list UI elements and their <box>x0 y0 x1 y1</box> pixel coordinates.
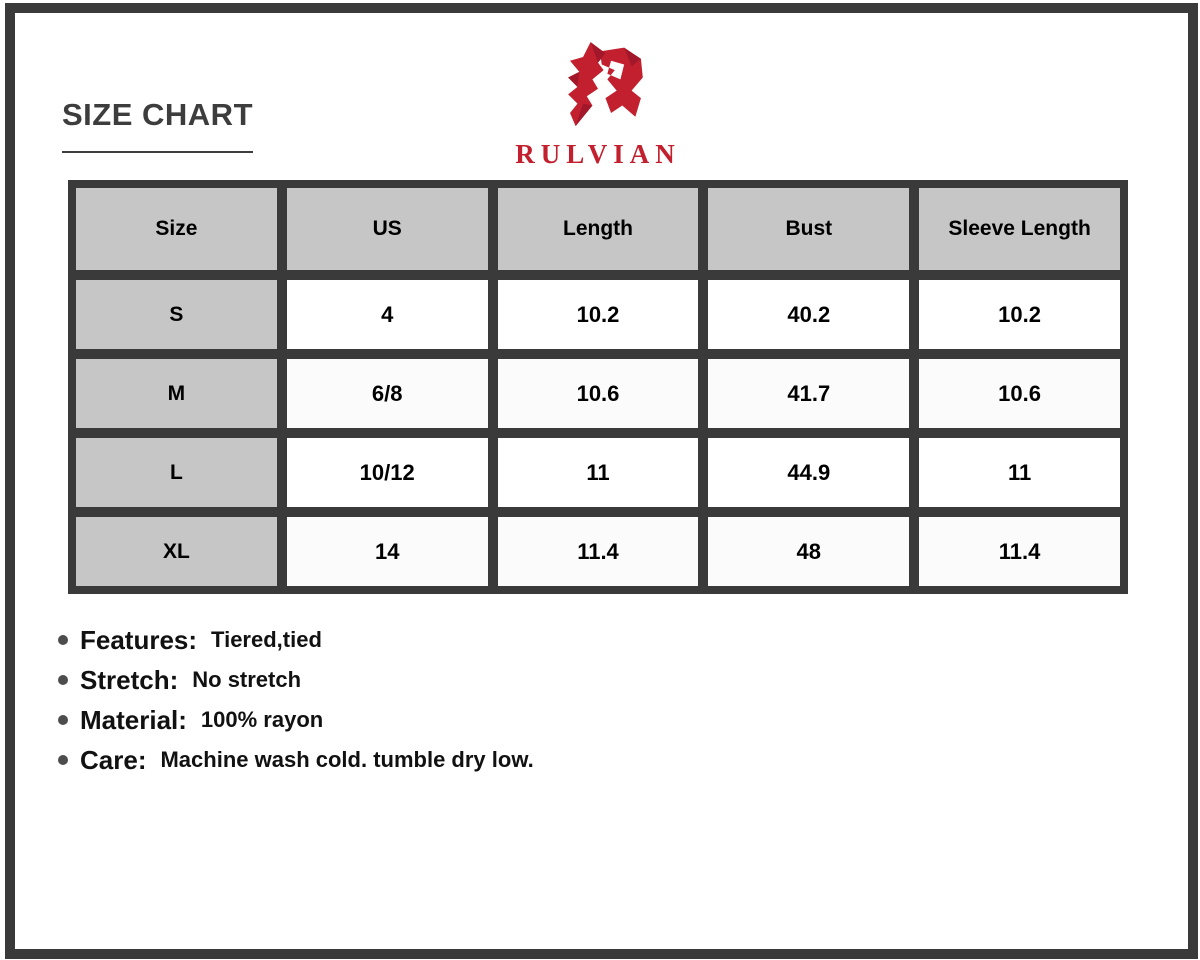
row-label: M <box>76 359 277 428</box>
column-header-sleeve-length: Sleeve Length <box>919 188 1120 270</box>
product-details-list: Features: Tiered,tied Stretch: No stretc… <box>58 620 534 780</box>
detail-value: Machine wash cold. tumble dry low. <box>160 747 534 772</box>
table-cell: 44.9 <box>708 438 910 507</box>
row-label: L <box>76 438 277 507</box>
detail-value: Tiered,tied <box>211 627 322 652</box>
table-cell: 10/12 <box>286 438 488 507</box>
table-cell: 11.4 <box>919 517 1120 586</box>
size-chart-table: Size US Length Bust Sleeve Length S 4 10… <box>68 180 1128 594</box>
table-cell: 11.4 <box>497 517 699 586</box>
column-header-size: Size <box>76 188 277 270</box>
table-cell: 11 <box>497 438 699 507</box>
bullet-icon <box>58 755 68 765</box>
list-item-care: Care: Machine wash cold. tumble dry low. <box>58 740 534 780</box>
detail-value: No stretch <box>192 667 302 692</box>
bullet-icon <box>58 635 68 645</box>
detail-label: Stretch: <box>80 664 179 695</box>
detail-label: Features: <box>80 624 198 655</box>
brand-logo-r-icon <box>568 42 643 127</box>
column-header-us: US <box>286 188 488 270</box>
column-header-bust: Bust <box>708 188 910 270</box>
table-cell: 6/8 <box>286 359 488 428</box>
table-cell: 10.2 <box>497 280 699 349</box>
table-cell: 10.6 <box>919 359 1120 428</box>
table-cell: 14 <box>286 517 488 586</box>
table-cell: 41.7 <box>708 359 910 428</box>
table-cell: 48 <box>708 517 910 586</box>
bullet-icon <box>58 675 68 685</box>
row-label: S <box>76 280 277 349</box>
detail-label: Care: <box>80 744 147 775</box>
table-cell: 10.2 <box>919 280 1120 349</box>
table-cell: 11 <box>919 438 1120 507</box>
page-title: SIZE CHART <box>62 97 253 132</box>
brand-block: RULVIAN <box>448 34 748 170</box>
table-cell: 10.6 <box>497 359 699 428</box>
list-item-material: Material: 100% rayon <box>58 700 534 740</box>
title-underline <box>62 151 253 153</box>
brand-name: RULVIAN <box>515 139 681 169</box>
column-header-length: Length <box>497 188 699 270</box>
detail-label: Material: <box>80 704 187 735</box>
row-label: XL <box>76 517 277 586</box>
list-item-features: Features: Tiered,tied <box>58 620 534 660</box>
detail-value: 100% rayon <box>200 707 324 732</box>
table-cell: 4 <box>286 280 488 349</box>
bullet-icon <box>58 715 68 725</box>
table-cell: 40.2 <box>708 280 910 349</box>
list-item-stretch: Stretch: No stretch <box>58 660 534 700</box>
